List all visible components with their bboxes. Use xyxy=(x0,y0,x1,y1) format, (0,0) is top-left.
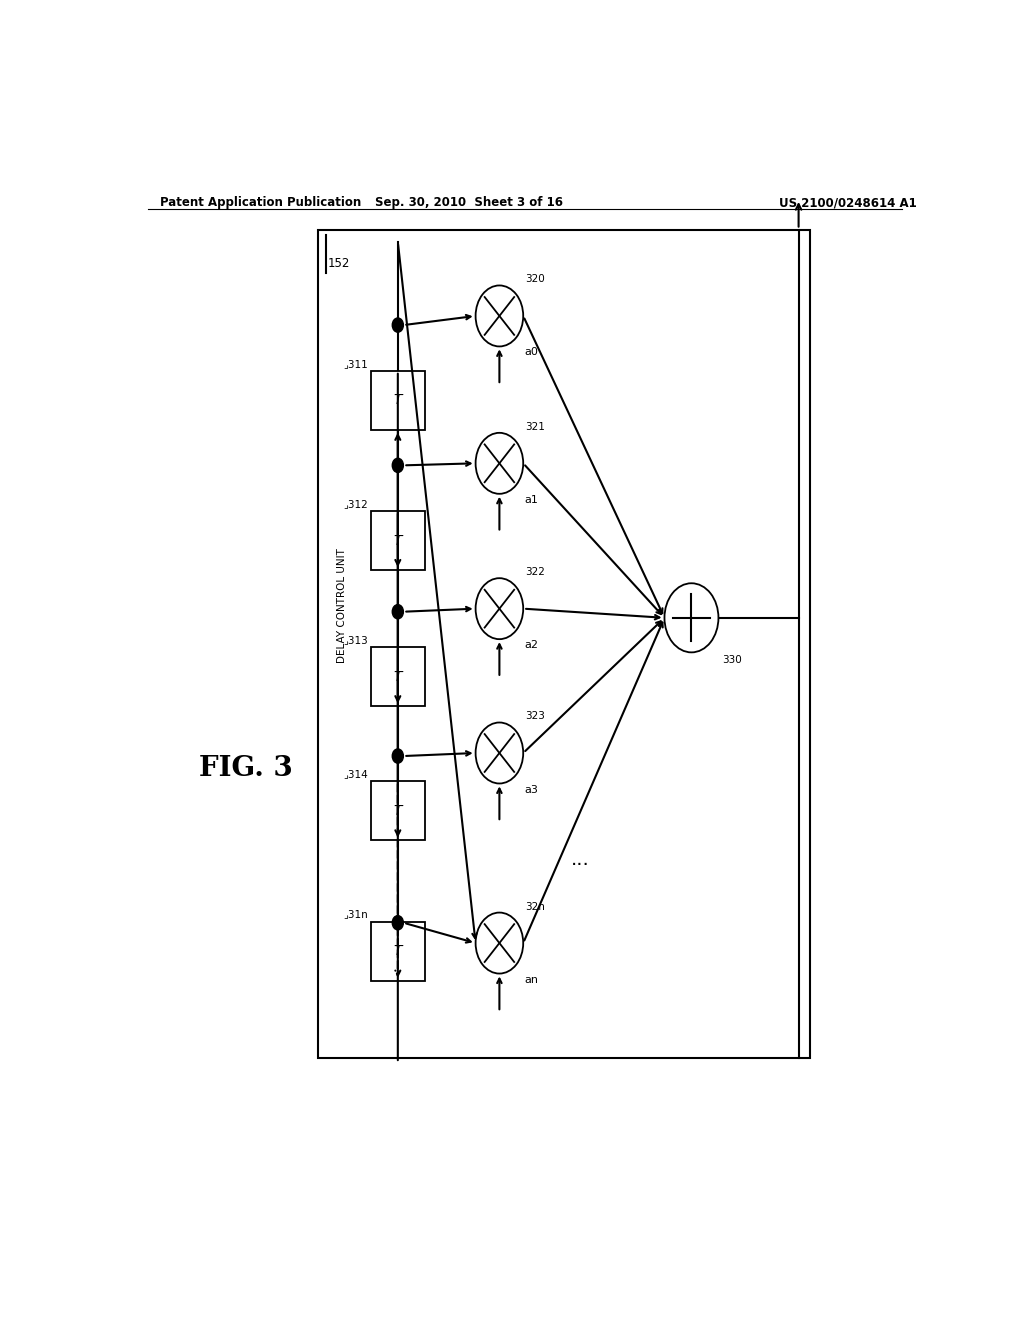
Text: ⌟312: ⌟312 xyxy=(344,499,369,510)
Text: ⌟31n: ⌟31n xyxy=(344,909,369,920)
Text: 323: 323 xyxy=(524,711,545,722)
Text: DELAY CONTROL UNIT: DELAY CONTROL UNIT xyxy=(337,548,347,663)
Text: T: T xyxy=(393,393,402,408)
Circle shape xyxy=(475,578,523,639)
Text: T: T xyxy=(393,804,402,818)
Text: 320: 320 xyxy=(524,275,545,284)
FancyBboxPatch shape xyxy=(371,921,425,981)
Text: ⌟311: ⌟311 xyxy=(344,359,369,368)
Text: 152: 152 xyxy=(328,257,349,271)
FancyBboxPatch shape xyxy=(371,371,425,430)
FancyBboxPatch shape xyxy=(371,647,425,706)
Text: a3: a3 xyxy=(524,784,539,795)
Text: 330: 330 xyxy=(722,656,742,665)
Text: a2: a2 xyxy=(524,640,539,651)
Text: 322: 322 xyxy=(524,568,545,577)
FancyBboxPatch shape xyxy=(371,781,425,841)
Circle shape xyxy=(665,583,719,652)
Circle shape xyxy=(392,318,403,333)
Text: Sep. 30, 2010  Sheet 3 of 16: Sep. 30, 2010 Sheet 3 of 16 xyxy=(375,195,563,209)
Bar xyxy=(318,230,811,1057)
Circle shape xyxy=(475,912,523,974)
Circle shape xyxy=(475,285,523,346)
Circle shape xyxy=(392,748,403,763)
Text: a0: a0 xyxy=(524,347,539,358)
Circle shape xyxy=(392,458,403,473)
FancyBboxPatch shape xyxy=(371,511,425,570)
Circle shape xyxy=(475,433,523,494)
Text: ⌟313: ⌟313 xyxy=(344,635,369,645)
Text: ⌟314: ⌟314 xyxy=(344,770,369,779)
Text: T: T xyxy=(393,944,402,958)
Text: Patent Application Publication: Patent Application Publication xyxy=(160,195,361,209)
Text: 32n: 32n xyxy=(524,902,545,912)
Text: T: T xyxy=(393,533,402,548)
Text: FIG. 3: FIG. 3 xyxy=(200,755,293,781)
Circle shape xyxy=(392,605,403,619)
Text: an: an xyxy=(524,974,539,985)
Text: 321: 321 xyxy=(524,422,545,432)
Circle shape xyxy=(392,916,403,929)
Text: a1: a1 xyxy=(524,495,539,504)
Text: T: T xyxy=(393,669,402,684)
Circle shape xyxy=(475,722,523,784)
Text: ...: ... xyxy=(571,850,590,869)
Text: US 2100/0248614 A1: US 2100/0248614 A1 xyxy=(778,195,916,209)
